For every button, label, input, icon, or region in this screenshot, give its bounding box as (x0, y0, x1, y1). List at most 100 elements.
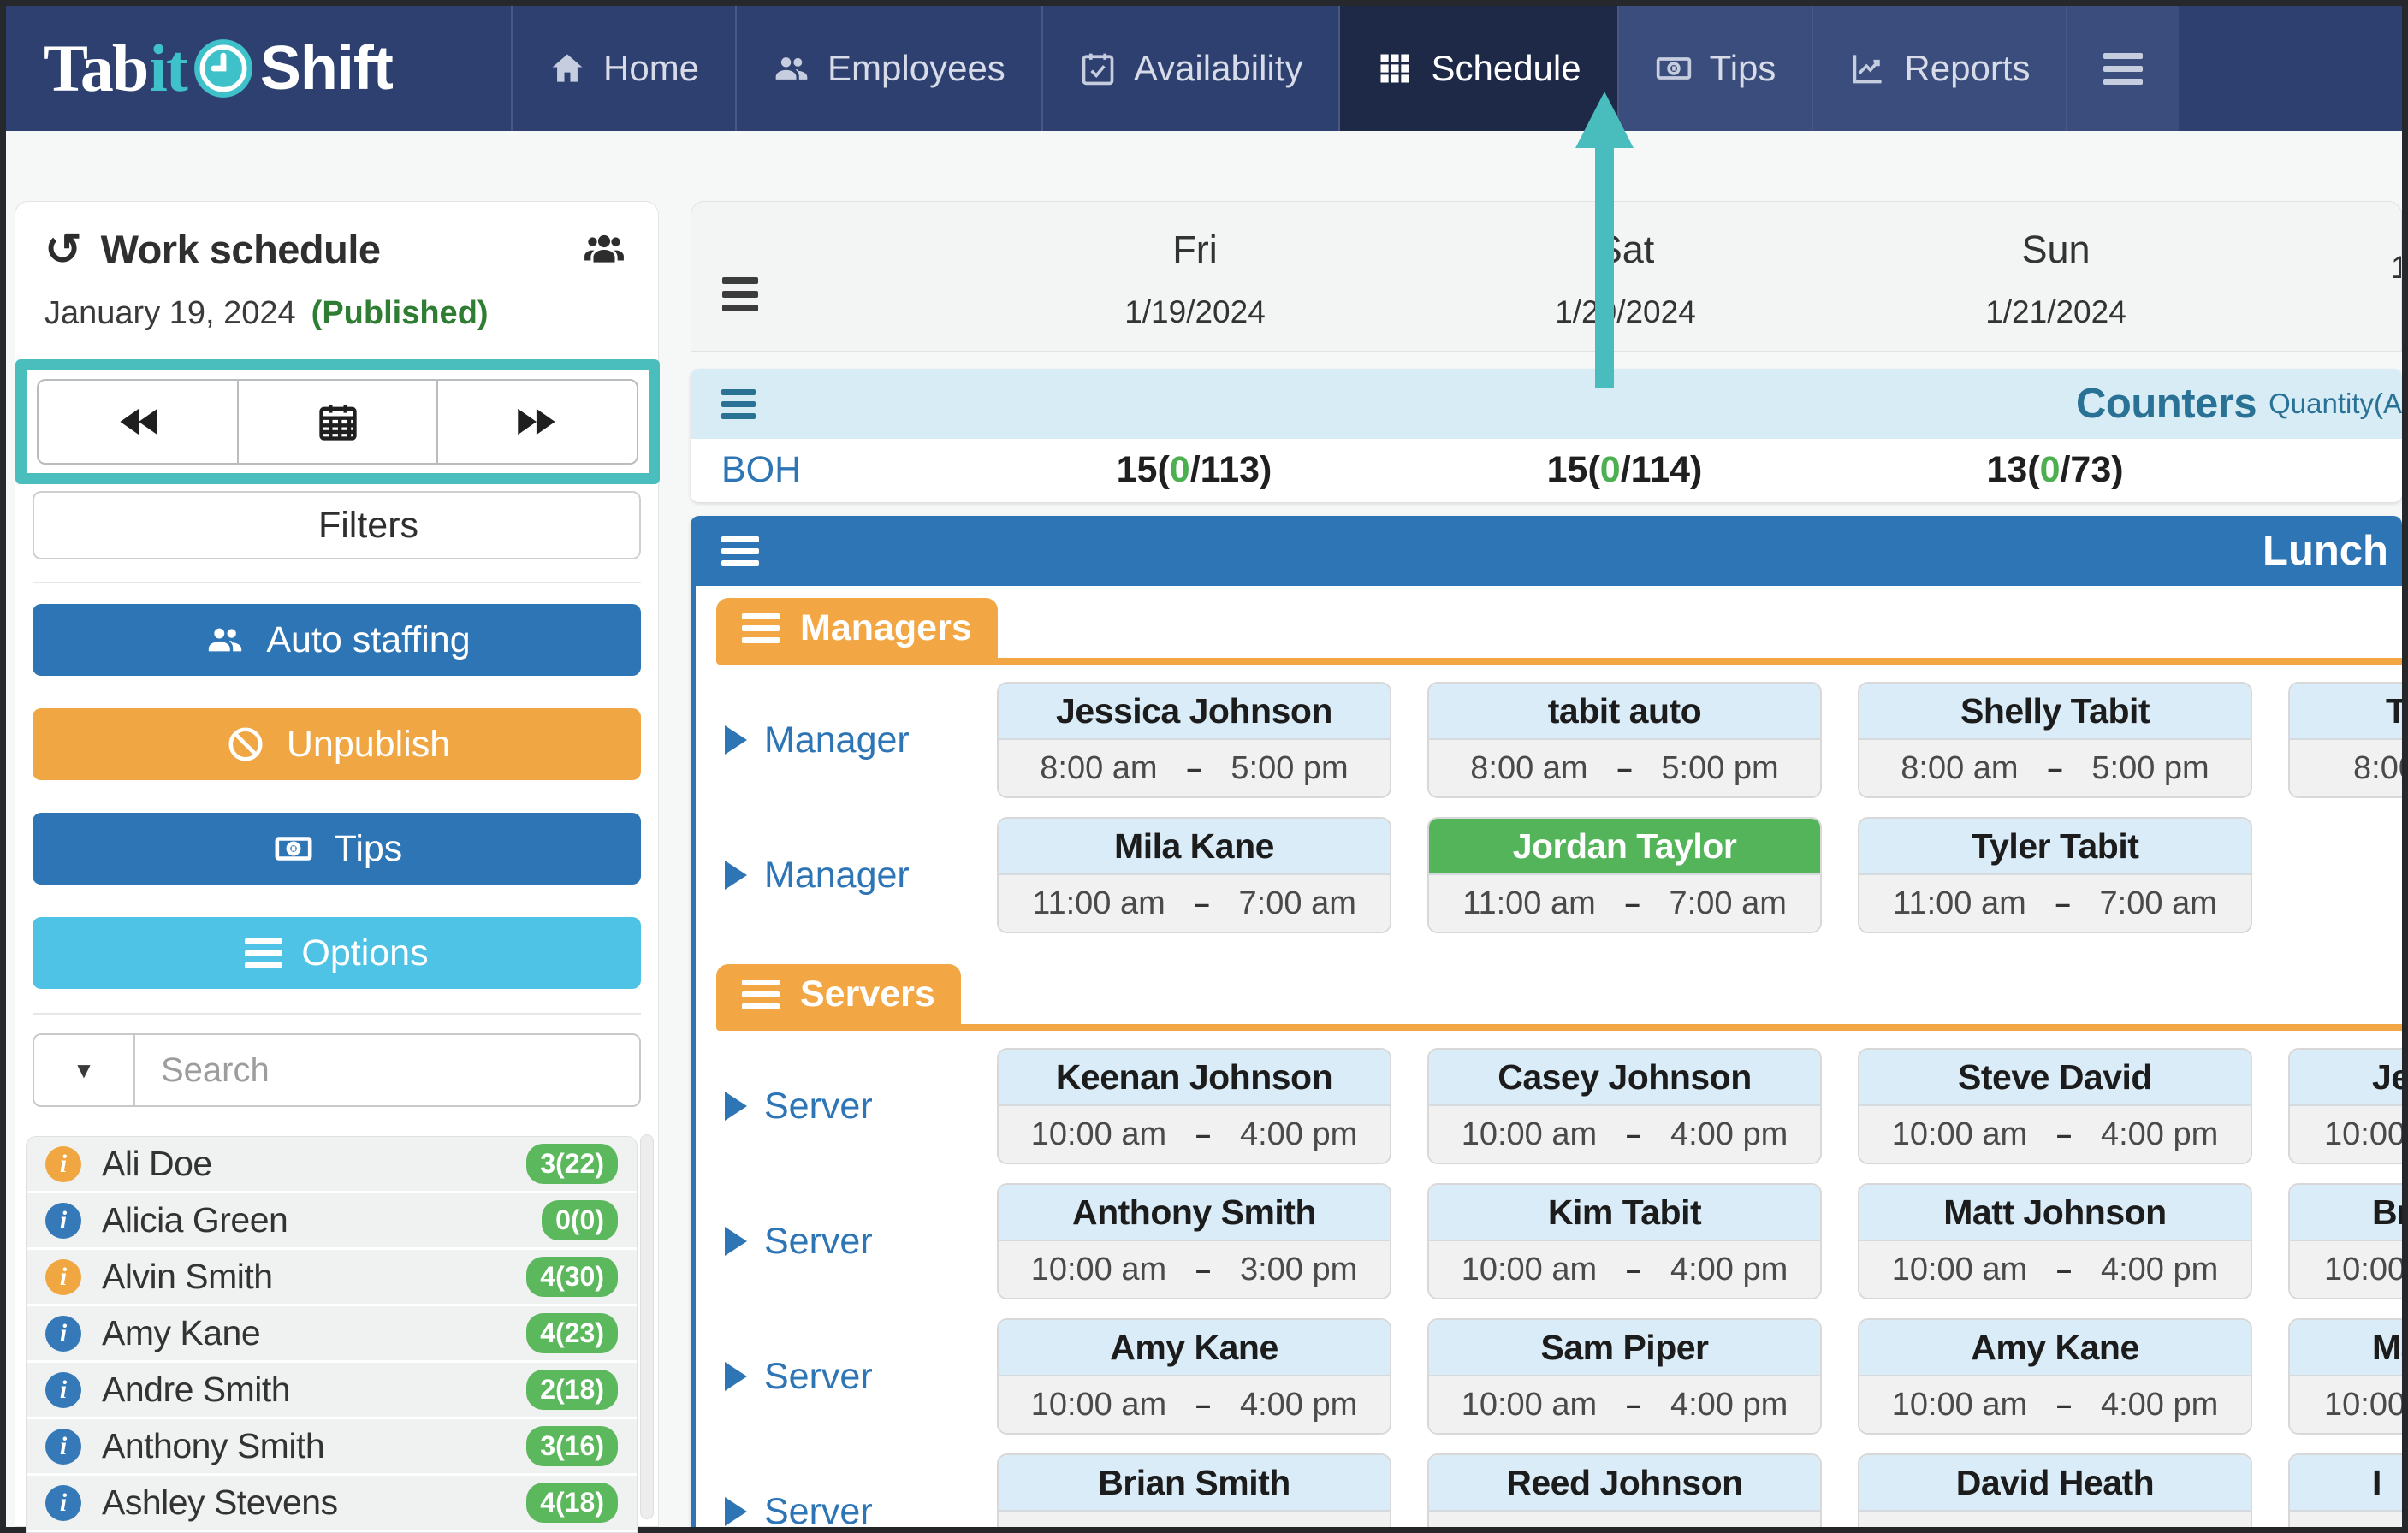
shift-cell[interactable]: Matt Johnson 10:00 am –4:00 pm (1840, 1183, 2270, 1299)
auto-staffing-label: Auto staffing (266, 619, 471, 660)
shift-cell[interactable]: Tyler Tabit 11:00 am –7:00 am (1840, 817, 2270, 933)
tips-button[interactable]: Tips (33, 813, 641, 885)
shift-time: 8:00 am –5:00 pm (999, 740, 1390, 796)
published-status: (Published) (311, 295, 489, 331)
fast-forward-icon (518, 408, 555, 435)
counters-title: Counters (2076, 381, 2257, 427)
info-icon[interactable]: i (45, 1145, 81, 1182)
search-filter-dropdown[interactable]: ▼ (34, 1035, 135, 1105)
day-column-fri[interactable]: Fri 1/19/2024 (1124, 228, 1266, 329)
options-button[interactable]: Options (33, 917, 641, 989)
unpublish-button[interactable]: Unpublish (33, 708, 641, 780)
info-icon[interactable]: i (45, 1428, 81, 1465)
shift-cell[interactable]: Jessica Johnson 8:00 am –5:00 pm (979, 682, 1409, 798)
employee-row[interactable]: i Amy Kane 4(23) (27, 1306, 637, 1363)
info-icon[interactable]: i (45, 1315, 81, 1352)
calendar-picker-button[interactable] (236, 379, 439, 465)
hamburger-icon (245, 938, 283, 968)
employee-row[interactable]: i Alicia Green 0(0) (27, 1193, 637, 1250)
shift-employee-name: David Heath (1859, 1455, 2251, 1512)
shift-cell[interactable]: Steve David 10:00 am –4:00 pm (1840, 1048, 2270, 1164)
role-label-server[interactable]: Server (696, 1453, 979, 1527)
info-icon[interactable]: i (45, 1202, 81, 1239)
shift-cell[interactable]: Keenan Johnson 10:00 am –4:00 pm (979, 1048, 1409, 1164)
filters-button[interactable]: Filters (33, 491, 641, 559)
info-icon[interactable]: i (45, 1484, 81, 1521)
shift-cell[interactable]: Amy Kane 10:00 am –4:00 pm (1840, 1318, 2270, 1435)
shift-cell[interactable]: Anthony Smith 10:00 am –3:00 pm (979, 1183, 1409, 1299)
grid-menu-icon[interactable] (722, 277, 758, 311)
shift-cell[interactable]: Sam Piper 10:00 am –4:00 pm (1409, 1318, 1840, 1435)
day-column-sat[interactable]: Sat 1/20/2024 (1555, 228, 1696, 329)
app-logo[interactable]: Tab it Shift (6, 6, 511, 131)
shift-cell[interactable]: Mila Kane 11:00 am –7:00 am (979, 817, 1409, 933)
shift-cell[interactable]: David Heath 10:00 am–4:00 pm (1840, 1453, 2270, 1527)
next-week-button[interactable] (436, 379, 639, 465)
role-label-manager[interactable]: Manager (696, 817, 979, 933)
day-column-sun[interactable]: Sun 1/21/2024 (1985, 228, 2126, 329)
shift-count-badge: 0(0) (542, 1200, 618, 1240)
role-label-server[interactable]: Server (696, 1183, 979, 1299)
staff-group-icon[interactable] (579, 228, 629, 271)
employee-name: Alicia Green (102, 1200, 288, 1240)
employee-name: Ali Doe (102, 1144, 212, 1183)
role-label-server[interactable]: Server (696, 1318, 979, 1435)
nav-item-availability[interactable]: Availability (1041, 6, 1339, 131)
shift-cell-selected[interactable]: Jordan Taylor 11:00 am –7:00 am (1409, 817, 1840, 933)
history-icon: ↺ (44, 224, 82, 275)
group-header-managers[interactable]: Managers (716, 598, 998, 658)
nav-item-reports[interactable]: Reports (1812, 6, 2067, 131)
shift-employee-name: Anthony Smith (999, 1185, 1390, 1241)
employee-row[interactable]: i Ali Doe 3(22) (27, 1137, 637, 1193)
nav-item-home[interactable]: Home (511, 6, 735, 131)
shift-cell[interactable]: Reed Johnson 10:00 am–4:00 pm (1409, 1453, 1840, 1527)
shift-cell-clipped[interactable]: Je 10:00 (2270, 1048, 2402, 1164)
lunch-menu-icon[interactable] (721, 536, 759, 566)
nav-menu-button[interactable] (2066, 6, 2180, 131)
nav-item-employees[interactable]: Employees (735, 6, 1041, 131)
info-icon[interactable]: i (45, 1371, 81, 1408)
role-label-server[interactable]: Server (696, 1048, 979, 1164)
boh-label[interactable]: BOH (721, 448, 802, 490)
shift-cell-clipped[interactable]: I 00: (2270, 1453, 2402, 1527)
shift-cell[interactable]: tabit auto 8:00 am –5:00 pm (1409, 682, 1840, 798)
hamburger-icon (2103, 52, 2144, 85)
counters-menu-icon[interactable] (721, 388, 756, 419)
info-icon[interactable]: i (45, 1258, 81, 1295)
shift-cell[interactable]: Kim Tabit 10:00 am –4:00 pm (1409, 1183, 1840, 1299)
sidebar-scrollbar[interactable] (640, 1134, 654, 1519)
nav-item-tips[interactable]: Tips (1616, 6, 1812, 131)
employee-row[interactable]: i Andre Smith 2(18) (27, 1363, 637, 1419)
shift-cell[interactable]: Shelly Tabit 8:00 am –5:00 pm (1840, 682, 2270, 798)
chart-icon (1853, 55, 1882, 84)
employee-row[interactable]: i Anthony Smith 3(16) (27, 1419, 637, 1476)
shift-cell[interactable]: Amy Kane 10:00 am –4:00 pm (979, 1318, 1409, 1435)
date-navigation-group (37, 379, 639, 465)
shift-cell-clipped[interactable]: Bry 10:00 (2270, 1183, 2402, 1299)
shift-time: 10:00 am–4:00 pm (1859, 1241, 2251, 1298)
previous-week-button[interactable] (37, 379, 239, 465)
shift-cell-clipped[interactable]: T 8:00 (2270, 682, 2402, 798)
day-header-row: Fri 1/19/2024 Sat 1/20/2024 Sun 1/21/202… (691, 201, 2402, 352)
shift-cell[interactable]: Brian Smith 10:00 am–4:00 pm (979, 1453, 1409, 1527)
shift-time: 10:00 (2290, 1241, 2402, 1298)
auto-staffing-button[interactable]: Auto staffing (33, 604, 641, 676)
chevron-right-icon (725, 1227, 747, 1256)
day-column-next[interactable]: 1 (2271, 202, 2401, 351)
nav-item-schedule[interactable]: Schedule (1338, 6, 1617, 131)
shift-cell-clipped[interactable]: Ma 10:00 (2270, 1318, 2402, 1435)
employee-row[interactable]: i Alvin Smith 4(30) (27, 1250, 637, 1306)
shift-time: 10:00 am–4:00 pm (1429, 1241, 1820, 1298)
employee-row[interactable]: i Ashley Stevens 4(18) (27, 1476, 637, 1532)
shift-cell[interactable]: Casey Johnson 10:00 am –4:00 pm (1409, 1048, 1840, 1164)
boh-count-fri: 15(0/113) (1116, 448, 1272, 490)
annotation-arrow-to-schedule (1575, 92, 1634, 388)
date-navigation-highlight-box (15, 359, 660, 484)
employee-list: i Ali Doe 3(22) i Alicia Green 0(0) i Al… (26, 1136, 638, 1533)
role-label-manager[interactable]: Manager (696, 682, 979, 798)
nav-label: Availability (1133, 48, 1303, 88)
group-header-servers[interactable]: Servers (716, 964, 961, 1024)
nav-label: Employees (827, 48, 1005, 88)
search-input[interactable] (135, 1035, 639, 1105)
shift-time: 10:00 am–4:00 pm (1429, 1376, 1820, 1433)
